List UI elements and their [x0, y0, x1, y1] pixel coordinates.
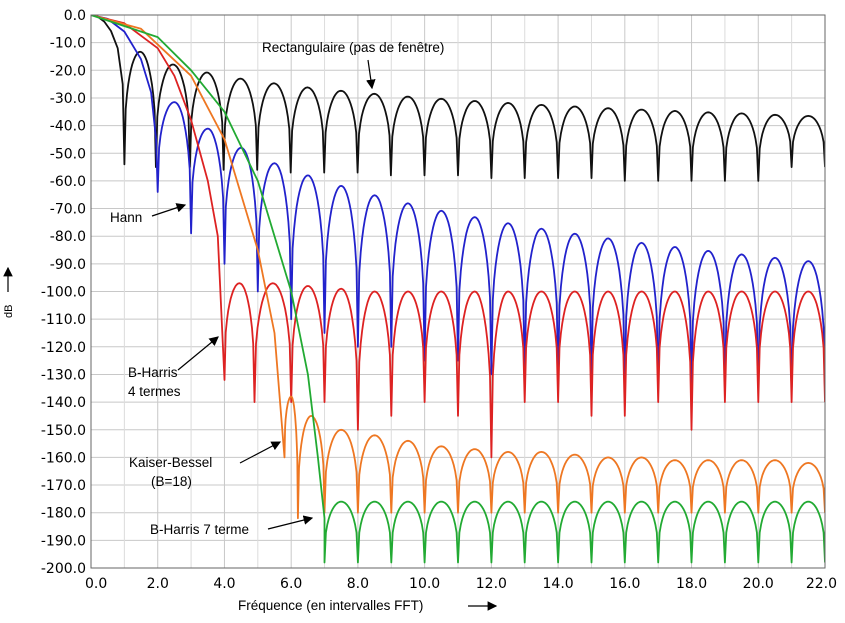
y-tick-label: -130.0 — [41, 367, 86, 383]
x-tick-label: 12.0 — [476, 576, 507, 592]
x-tick-label: 16.0 — [609, 576, 640, 592]
y-tick-label: -190.0 — [41, 533, 86, 549]
annotation-kaiser-line1: Kaiser-Bessel — [129, 455, 212, 470]
x-tick-label: 14.0 — [543, 576, 574, 592]
y-tick-label: -70.0 — [50, 202, 86, 218]
y-tick-label: -160.0 — [41, 450, 86, 466]
annotation-hann: Hann — [110, 210, 142, 225]
annotation-bh4-line2: 4 termes — [128, 384, 181, 399]
grid — [90, 14, 826, 569]
y-tick-label: -100.0 — [41, 285, 86, 301]
x-tick-label: 8.0 — [347, 576, 369, 592]
y-tick-label: -30.0 — [50, 91, 86, 107]
y-tick-label: -10.0 — [50, 36, 86, 52]
y-tick-label: -180.0 — [41, 506, 86, 522]
y-tick-label: -60.0 — [50, 174, 86, 190]
series-line-hann — [91, 15, 825, 392]
series-line-rect — [91, 15, 825, 182]
annotation-rectangular: Rectangulaire (pas de fenêtre) — [262, 40, 444, 55]
x-tick-label: 0.0 — [85, 576, 107, 592]
annotation-bh4-line1: B-Harris — [128, 365, 178, 380]
x-tick-label: 10.0 — [409, 576, 440, 592]
arrow-rectangular — [366, 59, 376, 90]
x-tick-label: 4.0 — [213, 576, 235, 592]
x-tick-label: 20.0 — [743, 576, 774, 592]
x-tick-label: 18.0 — [676, 576, 707, 592]
x-tick-label: 2.0 — [147, 576, 169, 592]
y-tick-label: -40.0 — [50, 119, 86, 135]
y-tick-label: -90.0 — [50, 257, 86, 273]
y-tick-label: -50.0 — [50, 146, 86, 162]
y-tick-labels: 0.0 -10.0 -20.0 -30.0 -40.0 -50.0 -60.0 -70.0 -8… — [41, 8, 86, 577]
arrow-kaiser — [239, 441, 282, 464]
annotation-bh7: B-Harris 7 terme — [150, 522, 249, 537]
y-tick-label: -120.0 — [41, 340, 86, 356]
x-tick-label: 6.0 — [280, 576, 302, 592]
series-group — [91, 15, 825, 564]
arrow-bh7 — [267, 515, 314, 530]
series-line-bh4 — [91, 15, 825, 459]
x-axis-label: Fréquence (en intervalles FFT) — [238, 598, 423, 613]
y-tick-label: 0.0 — [64, 8, 86, 24]
series-line-bh7 — [91, 15, 825, 564]
arrow-hann — [151, 203, 187, 217]
annotation-kaiser-line2: (B=18) — [151, 474, 192, 489]
y-tick-label: -200.0 — [41, 561, 86, 577]
y-tick-label: -170.0 — [41, 478, 86, 494]
y-tick-label: -80.0 — [50, 229, 86, 245]
y-tick-label: -20.0 — [50, 63, 86, 79]
series-line-kaiser — [91, 15, 825, 520]
plot-frame — [90, 14, 826, 569]
x-tick-labels: 0.0 2.0 4.0 6.0 8.0 10.0 12.0 14.0 16.0 18.0 20.0 2… — [85, 576, 837, 592]
y-axis-label: dB — [3, 305, 15, 318]
x-tick-label: 22.0 — [806, 576, 837, 592]
y-tick-label: -110.0 — [41, 312, 86, 328]
y-tick-label: -140.0 — [41, 395, 86, 411]
arrow-bh4 — [177, 336, 219, 371]
y-tick-label: -150.0 — [41, 423, 86, 439]
